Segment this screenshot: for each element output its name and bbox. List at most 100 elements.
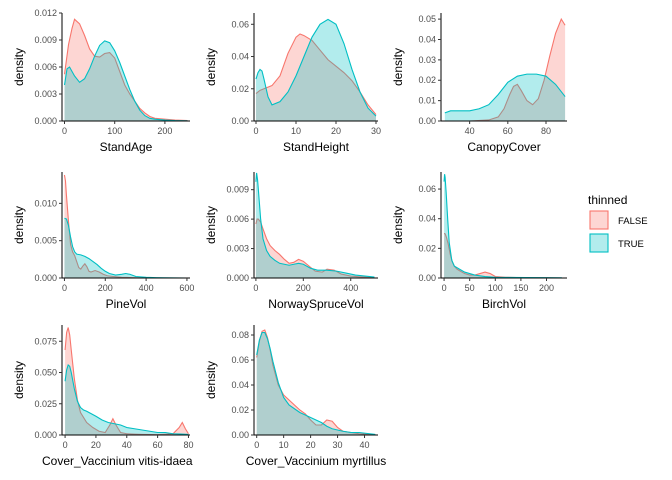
panel-standage-y-tick-label: 0.000: [34, 116, 57, 126]
panel-pinevol-curve-true: [64, 217, 187, 279]
panel-standage-area-true: [64, 40, 188, 121]
panel-cover-vaccinium-myrtillus-y-tick-label: 0.02: [231, 405, 249, 415]
panel-cover-vaccinium-myrtillus: 0.00 0.02 0.04 0.06 0.08 0 10 20 30 40 Cover_Vacci…: [204, 325, 386, 468]
legend-label-true: TRUE: [618, 239, 644, 250]
panel-standheight: 0.00 0.02 0.04 0.06 0 10 20 30 StandHeight densit…: [204, 13, 381, 154]
panel-cover-vaccinium-vitis-idaea: 0.000 0.025 0.050 0.075 0 20 40 60 80 Cover_Vacci…: [12, 325, 193, 468]
panel-pinevol-x-axis-title: PineVol: [106, 297, 147, 311]
panel-pinevol-y-axis-title: density: [12, 206, 26, 244]
panel-cover-vaccinium-vitis-idaea-y-axis-title: density: [12, 361, 26, 399]
panel-standheight-x-tick-label: 0: [253, 126, 258, 136]
panel-norwaysprucevol: 0.000 0.003 0.006 0.009 0 200 400 NorwaySpruceV…: [204, 172, 378, 311]
panel-cover-vaccinium-vitis-idaea-y-tick-label: 0.000: [34, 430, 57, 440]
panel-canopycover-y-tick-label: 0.01: [418, 96, 436, 106]
panel-pinevol-y-tick-label: 0.010: [34, 198, 57, 208]
panel-standheight-x-axis-title: StandHeight: [283, 140, 350, 154]
panel-norwaysprucevol-y-tick-label: 0.000: [226, 273, 249, 283]
panel-cover-vaccinium-myrtillus-x-tick-label: 20: [306, 440, 316, 450]
panel-standheight-area-true: [256, 19, 376, 122]
legend-key-false: [589, 210, 609, 230]
panel-canopycover-x-tick-label: 40: [465, 126, 475, 136]
panel-birchvol-x-axis-title: BirchVol: [482, 297, 526, 311]
panel-cover-vaccinium-myrtillus-y-axis-title: density: [204, 361, 218, 399]
panel-cover-vaccinium-myrtillus-y-tick-label: 0.08: [231, 330, 249, 340]
panel-standage: 0.000 0.003 0.006 0.009 0.012 0 100 200 StandAge…: [12, 8, 190, 154]
panel-pinevol-x-tick-label: 400: [139, 283, 154, 293]
panel-birchvol-x-tick-label: 50: [465, 283, 475, 293]
panel-birchvol-y-tick-label: 0.04: [418, 214, 436, 224]
panel-norwaysprucevol-y-tick-label: 0.006: [226, 214, 249, 224]
panel-canopycover-area-false: [444, 19, 566, 121]
panel-cover-vaccinium-vitis-idaea-y-tick-label: 0.025: [34, 399, 57, 409]
panel-standage-y-tick-label: 0.006: [34, 62, 57, 72]
panel-canopycover-y-tick-label: 0.03: [418, 55, 436, 65]
panel-cover-vaccinium-vitis-idaea-x-tick-label: 60: [153, 440, 163, 450]
panel-norwaysprucevol-area-false: [255, 219, 375, 278]
panel-birchvol-x-tick-label: 200: [539, 283, 554, 293]
panel-standage-area-false: [64, 19, 188, 121]
panel-standage-x-tick-label: 200: [157, 126, 172, 136]
panel-canopycover-x-axis-title: CanopyCover: [467, 140, 540, 154]
panel-cover-vaccinium-myrtillus-x-tick-label: 40: [360, 440, 370, 450]
panel-norwaysprucevol-y-axis-title: density: [204, 206, 218, 244]
panel-pinevol-x-tick-label: 0: [62, 283, 67, 293]
panel-norwaysprucevol-x-tick-label: 0: [253, 283, 258, 293]
panel-cover-vaccinium-vitis-idaea-curve-true: [64, 364, 189, 435]
panel-pinevol-curve-false: [63, 174, 187, 279]
panel-cover-vaccinium-vitis-idaea-y-tick-label: 0.075: [34, 336, 57, 346]
panel-pinevol-area-false: [64, 174, 187, 278]
panel-canopycover-area-true: [444, 74, 566, 121]
panel-standheight-x-tick-label: 10: [291, 126, 301, 136]
panel-norwaysprucevol-y-tick-label: 0.003: [226, 244, 249, 254]
panel-cover-vaccinium-myrtillus-x-tick-label: 0: [254, 440, 259, 450]
panel-birchvol-curve-true: [443, 174, 562, 279]
panel-standheight-area-false: [256, 33, 376, 121]
panel-birchvol-area-false: [444, 233, 562, 278]
legend-key-true: [589, 233, 609, 253]
panel-standage-y-tick-label: 0.003: [34, 89, 57, 99]
panel-canopycover-curve-true: [444, 73, 566, 114]
panel-canopycover-y-tick-label: 0.05: [418, 14, 436, 24]
panel-standheight-curve-true: [255, 18, 377, 117]
panel-birchvol-x-tick-label: 100: [488, 283, 503, 293]
panel-cover-vaccinium-myrtillus-curve-true: [256, 331, 376, 435]
panel-standage-x-tick-label: 100: [107, 126, 122, 136]
panel-standage-y-axis-title: density: [12, 48, 26, 86]
panel-birchvol-area-true: [444, 174, 562, 278]
panel-pinevol-x-tick-label: 600: [179, 283, 194, 293]
panel-cover-vaccinium-vitis-idaea-x-tick-label: 0: [63, 440, 68, 450]
panel-canopycover-y-axis-title: density: [391, 48, 405, 86]
legend-title: thinned: [588, 193, 627, 207]
panel-norwaysprucevol-x-tick-label: 400: [343, 283, 358, 293]
panel-pinevol-area-true: [64, 218, 187, 278]
panel-canopycover: 0.00 0.01 0.02 0.03 0.04 0.05 40 60 80CanopyCove…: [391, 13, 567, 154]
panel-standheight-x-tick-label: 30: [371, 126, 381, 136]
panel-norwaysprucevol-curve-true: [255, 172, 375, 278]
panel-cover-vaccinium-myrtillus-area-false: [256, 330, 376, 435]
panel-standheight-y-tick-label: 0.00: [231, 116, 249, 126]
panel-standheight-y-tick-label: 0.02: [231, 84, 249, 94]
panel-norwaysprucevol-y-tick-label: 0.009: [226, 185, 249, 195]
panel-cover-vaccinium-myrtillus-x-tick-label: 30: [333, 440, 343, 450]
panel-cover-vaccinium-myrtillus-y-tick-label: 0.00: [231, 430, 249, 440]
panel-standheight-y-tick-label: 0.04: [231, 52, 249, 62]
panel-norwaysprucevol-area-true: [255, 172, 375, 278]
panel-cover-vaccinium-vitis-idaea-area-true: [65, 365, 189, 435]
panel-cover-vaccinium-myrtillus-y-tick-label: 0.06: [231, 355, 249, 365]
panel-birchvol-y-tick-label: 0.06: [418, 184, 436, 194]
panel-standheight-y-axis-title: density: [204, 48, 218, 86]
panel-canopycover-curve-false: [444, 17, 566, 122]
panel-canopycover-y-tick-label: 0.04: [418, 34, 436, 44]
panel-standage-y-tick-label: 0.009: [34, 35, 57, 45]
panel-standheight-curve-false: [255, 33, 377, 115]
panel-cover-vaccinium-myrtillus-x-tick-label: 10: [279, 440, 289, 450]
panel-standage-x-axis-title: StandAge: [100, 140, 153, 154]
panel-standage-x-tick-label: 0: [62, 126, 67, 136]
panel-cover-vaccinium-myrtillus-x-axis-title: Cover_Vaccinium myrtillus: [246, 454, 386, 468]
panel-standage-curve-false: [63, 18, 188, 122]
panel-standheight-x-tick-label: 20: [331, 126, 341, 136]
panel-pinevol-y-tick-label: 0.000: [34, 273, 57, 283]
panel-birchvol-y-axis-title: density: [391, 206, 405, 244]
panel-cover-vaccinium-myrtillus-area-true: [256, 332, 376, 435]
